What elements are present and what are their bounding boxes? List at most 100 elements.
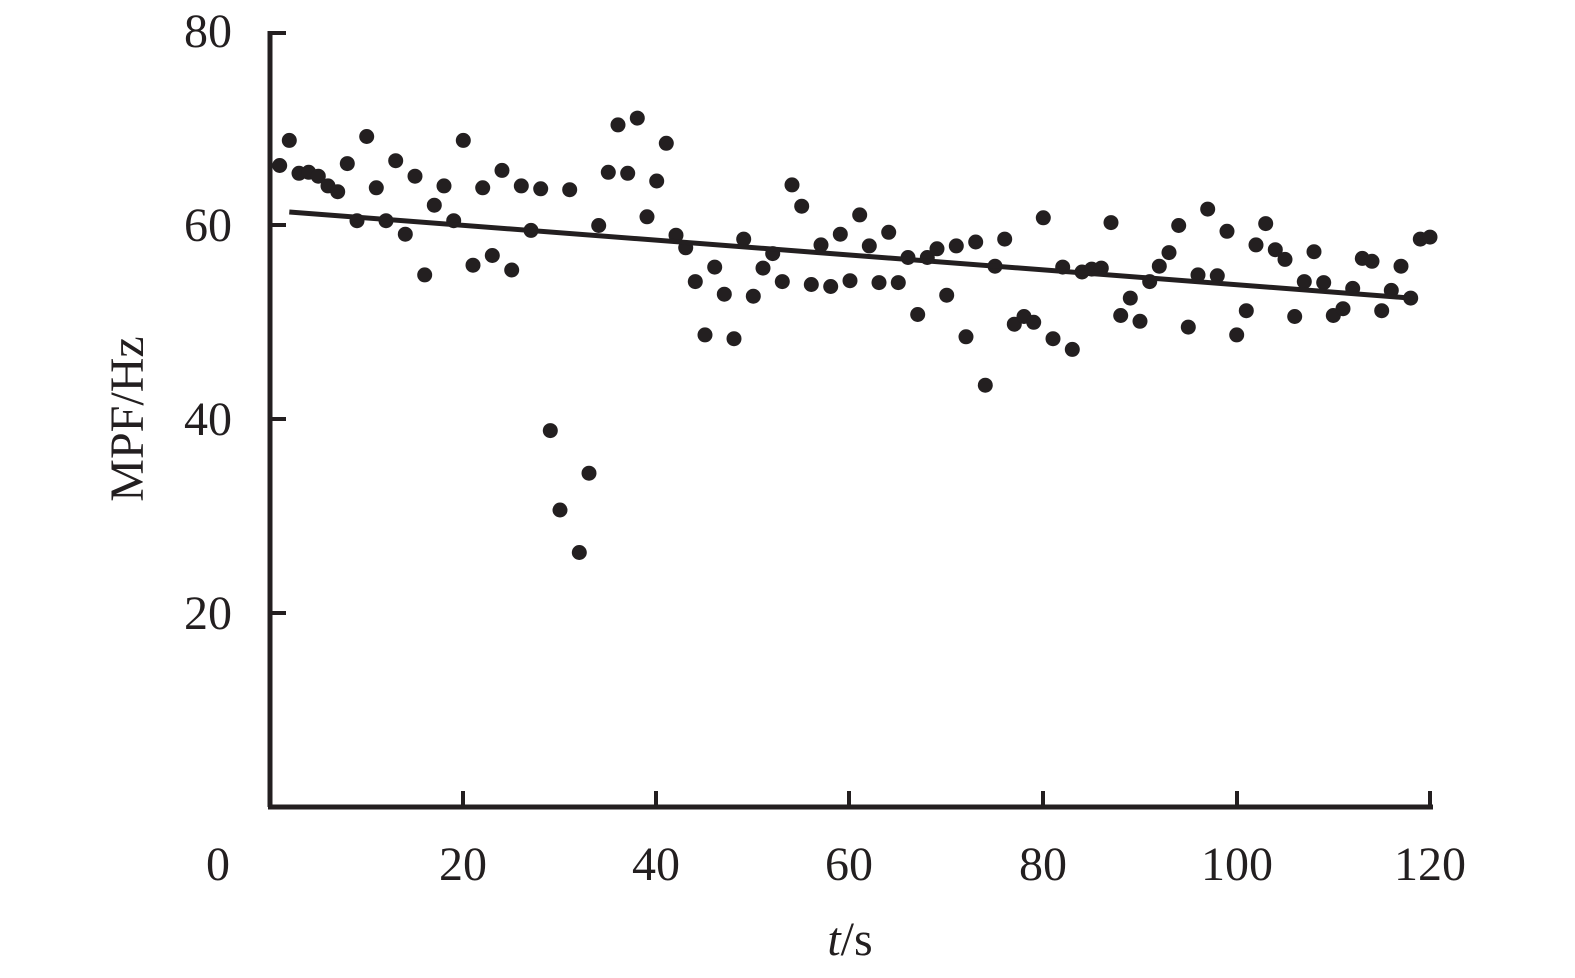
data-point (465, 257, 481, 273)
x-tick-label-60: 60 (825, 838, 873, 891)
data-point (1219, 223, 1235, 239)
x-axis-title-unit: /s (841, 913, 873, 966)
data-point (436, 178, 452, 194)
data-point (813, 237, 829, 253)
data-point (1064, 341, 1080, 357)
data-point (1151, 258, 1167, 274)
data-point (977, 377, 993, 393)
data-point (310, 168, 326, 184)
data-point (407, 168, 423, 184)
data-point (736, 231, 752, 247)
data-point (1209, 268, 1225, 284)
data-point (687, 274, 703, 290)
x-tick-label-100: 100 (1201, 838, 1273, 891)
x-tick-label-120: 120 (1394, 838, 1466, 891)
y-tick-label-60: 60 (184, 199, 232, 252)
data-point (1393, 258, 1409, 274)
data-point (417, 267, 433, 283)
data-point (745, 288, 761, 304)
data-point (939, 287, 955, 303)
x-tick-label-40: 40 (632, 838, 680, 891)
data-point (1422, 229, 1438, 245)
y-tick-label-80: 80 (184, 5, 232, 58)
data-point (1364, 253, 1380, 269)
data-point (1258, 216, 1274, 232)
data-point (591, 218, 607, 233)
data-point (774, 274, 790, 290)
data-point (426, 197, 442, 213)
data-point (1103, 215, 1119, 231)
data-point (871, 275, 887, 291)
axes (267, 31, 1433, 810)
data-point (581, 465, 597, 481)
data-point (784, 177, 800, 193)
data-point (832, 226, 848, 242)
data-point (997, 231, 1013, 247)
data-point (542, 423, 558, 439)
data-point (958, 329, 974, 345)
data-point (890, 275, 906, 291)
x-tick-label-20: 20 (439, 838, 487, 891)
data-point (339, 156, 355, 172)
data-point (504, 262, 520, 278)
data-point (388, 153, 404, 169)
data-point (968, 234, 984, 250)
data-point (359, 129, 375, 144)
data-point (281, 132, 297, 148)
data-point (803, 277, 819, 292)
data-point (552, 502, 568, 518)
data-point (1113, 308, 1129, 323)
data-point (1335, 301, 1351, 317)
data-point (620, 165, 636, 181)
data-point (1161, 245, 1177, 261)
data-point (629, 110, 645, 126)
data-point (1277, 251, 1293, 267)
y-tick-label-40: 40 (184, 393, 232, 446)
data-point (600, 164, 616, 180)
x-ticks: 0 20 40 60 80 100 120 (206, 791, 1466, 891)
data-point (1306, 244, 1322, 260)
data-point (697, 327, 713, 343)
data-point (1296, 274, 1312, 290)
data-point (1171, 218, 1187, 233)
data-point (1238, 303, 1254, 319)
data-point (571, 545, 587, 560)
y-axis-title: MPF/Hz (101, 336, 154, 501)
data-point (1316, 275, 1332, 291)
data-point (948, 238, 964, 254)
data-point (716, 286, 732, 302)
x-tick-label-80: 80 (1019, 838, 1067, 891)
data-point (852, 207, 868, 223)
data-point (513, 178, 529, 194)
trend-line (289, 209, 1411, 301)
data-point (1122, 290, 1138, 306)
data-point (707, 259, 723, 275)
data-point (910, 307, 926, 322)
data-point (533, 181, 549, 197)
data-point (1180, 319, 1196, 335)
x-axis-title: t/s (827, 913, 872, 966)
data-point (610, 117, 626, 133)
data-point (1200, 201, 1216, 217)
x-axis-title-variable: t (827, 913, 842, 966)
data-point (455, 132, 471, 148)
data-point (272, 158, 288, 173)
data-point (881, 224, 897, 240)
data-point (475, 180, 491, 196)
data-point (639, 209, 655, 225)
data-point (1035, 210, 1051, 226)
data-point (1190, 267, 1206, 283)
data-point (649, 173, 665, 189)
data-point (1287, 309, 1303, 324)
data-point (823, 279, 839, 294)
data-points (272, 110, 1438, 560)
data-point (484, 248, 500, 263)
data-point (794, 198, 810, 214)
data-point (368, 180, 384, 196)
data-point (1248, 237, 1264, 253)
data-point (1132, 313, 1148, 329)
data-point (929, 241, 945, 257)
data-point (1045, 331, 1061, 347)
data-point (1229, 327, 1245, 343)
